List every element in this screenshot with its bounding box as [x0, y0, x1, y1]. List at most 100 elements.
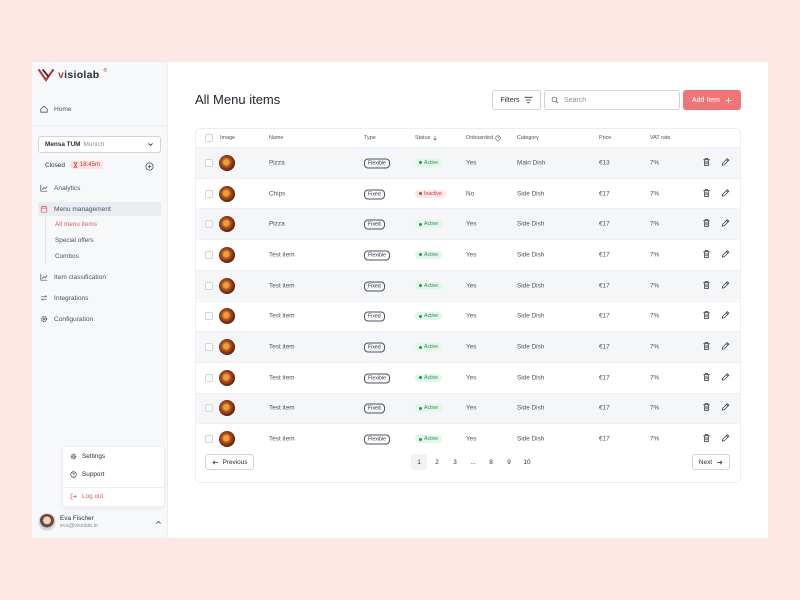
status-cell: Active — [415, 158, 443, 167]
chevron-up-icon[interactable] — [155, 519, 162, 526]
delete-button[interactable] — [702, 342, 711, 353]
table-row[interactable]: Chips Fixed Inactive No Side Dish €17 7% — [196, 177, 740, 209]
gear-icon — [70, 453, 77, 460]
row-checkbox[interactable] — [205, 373, 213, 382]
edit-button[interactable] — [721, 188, 730, 199]
delete-button[interactable] — [702, 157, 711, 168]
delete-button[interactable] — [702, 403, 711, 414]
page-number[interactable]: 1 — [411, 454, 427, 470]
page-number[interactable]: 8 — [489, 458, 493, 466]
table-row[interactable]: Pizza Fixed Active Yes Side Dish €17 7% — [196, 208, 740, 240]
table-row[interactable]: Test item Fixed Active Yes Side Dish €17 7% — [196, 300, 740, 332]
category-value: Side Dish — [517, 282, 545, 290]
edit-button[interactable] — [721, 219, 730, 230]
header-type[interactable]: Type — [364, 135, 376, 141]
table-row[interactable]: Test item Flexible Active Yes Side Dish €17 7% — [196, 361, 740, 393]
edit-button[interactable] — [721, 372, 730, 383]
delete-button[interactable] — [702, 372, 711, 383]
brand-logo[interactable]: visiolab ® — [38, 68, 107, 82]
search-box[interactable] — [544, 90, 680, 110]
row-checkbox[interactable] — [205, 312, 213, 321]
next-label: Next — [698, 458, 713, 466]
table-row[interactable]: Test item Fixed Active Yes Side Dish €17 7% — [196, 331, 740, 362]
search-input[interactable] — [563, 96, 673, 104]
vat-value: 7% — [650, 159, 660, 167]
edit-button[interactable] — [721, 342, 730, 353]
table-row[interactable]: Test item Flexible Active Yes Side Dish €17 7% — [196, 423, 740, 454]
menu-support[interactable]: Support — [70, 471, 104, 478]
delete-button[interactable] — [702, 280, 711, 291]
edit-button[interactable] — [721, 249, 730, 260]
page-ellipsis: ... — [470, 458, 476, 466]
edit-button[interactable] — [721, 403, 730, 414]
menu-logout[interactable]: Log out — [70, 493, 103, 500]
header-onboarded[interactable]: Onboarded — [466, 135, 501, 141]
sub-nav-combos[interactable]: Combos — [55, 253, 79, 260]
vat-value: 7% — [650, 435, 660, 443]
page-number[interactable]: 3 — [453, 458, 457, 466]
nav-menu-management[interactable]: Menu management — [38, 202, 161, 216]
edit-button[interactable] — [721, 157, 730, 168]
item-name: Pizza — [269, 159, 285, 167]
edit-button[interactable] — [721, 280, 730, 291]
nav-configuration[interactable]: Configuration — [40, 312, 93, 326]
nav-home[interactable]: Home — [40, 102, 72, 116]
price-value: €17 — [599, 190, 610, 198]
nav-integrations[interactable]: Integrations — [40, 291, 88, 305]
menu-settings[interactable]: Settings — [70, 453, 105, 460]
row-checkbox[interactable] — [205, 158, 213, 167]
edit-button[interactable] — [721, 311, 730, 322]
type-badge: Flexible — [364, 434, 390, 445]
user-profile[interactable]: Eva Fischer eva@visiolab.io — [38, 513, 162, 531]
next-page-button[interactable]: Next — [692, 454, 730, 470]
help-icon[interactable] — [495, 135, 501, 141]
delete-button[interactable] — [702, 249, 711, 260]
row-checkbox[interactable] — [205, 281, 213, 290]
page-number[interactable]: 2 — [435, 458, 439, 466]
sub-nav-all-menu-items[interactable]: All menu items — [55, 221, 97, 228]
table-row[interactable]: Pizza Flexible Active Yes Main Dish €13 7% — [196, 147, 740, 178]
row-checkbox[interactable] — [205, 343, 213, 352]
previous-page-button[interactable]: Previous — [205, 454, 254, 470]
header-status[interactable]: Status — [415, 135, 438, 141]
trash-icon — [703, 403, 710, 412]
header-vat-rate[interactable]: VAT rate — [650, 135, 671, 141]
add-item-button[interactable]: Add Item — [683, 90, 741, 110]
category-value: Side Dish — [517, 220, 545, 228]
table-row[interactable]: Test item Fixed Active Yes Side Dish €17 7% — [196, 269, 740, 301]
plus-circle-icon[interactable] — [145, 162, 154, 171]
hourglass-icon — [73, 162, 78, 168]
delete-button[interactable] — [702, 188, 711, 199]
row-checkbox[interactable] — [205, 220, 213, 229]
delete-button[interactable] — [702, 311, 711, 322]
header-category[interactable]: Category — [517, 135, 539, 141]
row-checkbox[interactable] — [205, 250, 213, 259]
table-row[interactable]: Test item Fixed Active Yes Side Dish €17 7% — [196, 392, 740, 424]
edit-button[interactable] — [721, 434, 730, 445]
delete-button[interactable] — [702, 434, 711, 445]
row-checkbox[interactable] — [205, 189, 213, 198]
header-name[interactable]: Name — [269, 135, 284, 141]
table-row[interactable]: Test item Flexible Active Yes Side Dish €17 7% — [196, 239, 740, 270]
price-value: €17 — [599, 251, 610, 259]
select-all-checkbox[interactable] — [205, 134, 213, 142]
status-cell: Active — [415, 281, 443, 290]
nav-item-classification[interactable]: Item classification — [40, 270, 106, 284]
type-badge: Fixed — [364, 281, 385, 292]
row-checkbox[interactable] — [205, 404, 213, 413]
row-checkbox[interactable] — [205, 435, 213, 444]
nav-analytics[interactable]: Analytics — [40, 181, 80, 195]
status-badge: Active — [415, 220, 443, 229]
type-badge: Fixed — [364, 342, 385, 353]
dish-image — [219, 246, 235, 263]
sub-nav-special-offers[interactable]: Special offers — [55, 237, 94, 244]
filters-button[interactable]: Filters — [492, 90, 541, 110]
header-price[interactable]: Price — [599, 135, 612, 141]
avatar — [38, 513, 56, 531]
page-number[interactable]: 10 — [523, 458, 531, 466]
item-name: Test item — [269, 312, 295, 320]
page-number[interactable]: 9 — [507, 458, 511, 466]
delete-button[interactable] — [702, 219, 711, 230]
onboarded-value: Yes — [466, 312, 477, 320]
location-select[interactable]: Mensa TUM Munich — [38, 136, 161, 153]
